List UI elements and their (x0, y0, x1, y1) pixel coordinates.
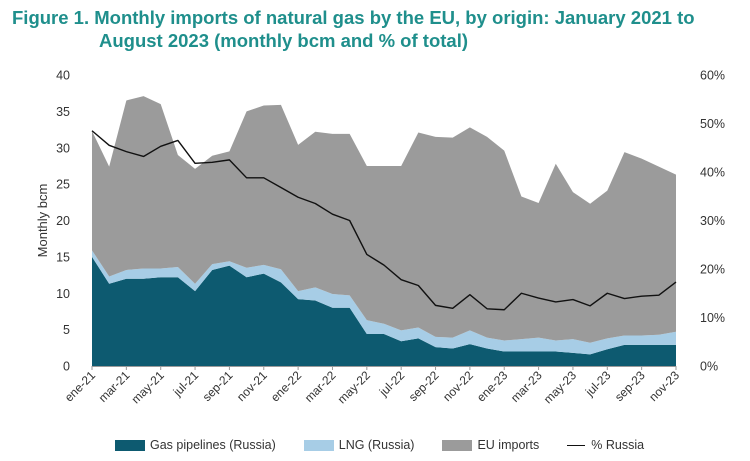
x-tick-label: may-22 (335, 368, 373, 406)
legend-item-pipelines: Gas pipelines (Russia) (115, 438, 276, 452)
legend-item-russia-share: % Russia (567, 438, 644, 452)
chart-legend: Gas pipelines (Russia) LNG (Russia) EU i… (115, 436, 672, 454)
stacked-areas (92, 96, 676, 366)
x-tick-label: mar-22 (302, 368, 339, 405)
y2-tick-label: 50% (700, 117, 725, 131)
y-tick-label: 25 (56, 178, 70, 192)
x-tick-label: jul-23 (582, 368, 614, 400)
area-lng-russia (92, 250, 676, 355)
y-axis-label: Monthly bcm (35, 184, 50, 258)
legend-label-lng: LNG (Russia) (338, 438, 415, 452)
y2-tick-label: 40% (700, 166, 725, 180)
legend-label-pipelines: Gas pipelines (Russia) (150, 438, 276, 452)
x-tick-label: jul-22 (376, 368, 408, 400)
y2-tick-label: 60% (700, 69, 725, 83)
y-tick-label: 15 (56, 250, 70, 264)
chart-title-line-1: Figure 1. Monthly imports of natural gas… (12, 7, 695, 28)
x-tick-label: nov-22 (440, 368, 476, 404)
y-tick-label: 40 (56, 69, 70, 83)
area-chart: 0 5 10 15 20 25 30 35 40 0% 10% 20% 30% 40% 50% 60% Mont… (35, 69, 725, 407)
legend-swatch-eu-imports (442, 439, 473, 451)
x-tick-label: sep-23 (612, 368, 648, 404)
legend-swatch-russia-share (567, 444, 586, 446)
legend-item-lng: LNG (Russia) (303, 438, 415, 452)
chart-title: Figure 1. Monthly imports of natural gas… (12, 6, 744, 52)
russia-share-line-layer (91, 130, 677, 311)
area-gas-pipelines-russia (92, 256, 676, 366)
x-tick-label: mar-23 (508, 368, 545, 405)
x-tick-label: ene-23 (474, 368, 511, 405)
y-tick-label: 10 (56, 287, 70, 301)
legend-label-russia-share: % Russia (591, 438, 645, 452)
y-tick-label: 5 (63, 323, 70, 337)
legend-swatch-lng (303, 439, 334, 451)
legend-item-eu-imports: EU imports (442, 438, 539, 452)
x-tick-label: sep-22 (406, 368, 442, 404)
y2-tick-label: 0% (700, 360, 718, 374)
x-tick-label: jul-21 (170, 368, 202, 400)
x-tick-label: may-21 (129, 368, 167, 406)
y-tick-label: 0 (63, 360, 70, 374)
x-tick-label: sep-21 (200, 368, 236, 404)
x-tick-label: nov-21 (234, 368, 270, 404)
chart-title-line-2: August 2023 (monthly bcm and % of total) (99, 30, 468, 51)
x-tick-label: ene-22 (268, 368, 305, 405)
legend-swatch-pipelines (115, 439, 145, 451)
y-tick-label: 30 (56, 141, 70, 155)
y2-tick-label: 30% (700, 214, 725, 228)
legend-label-eu-imports: EU imports (477, 438, 540, 452)
area-eu-imports (92, 96, 676, 343)
y2-tick-label: 20% (700, 263, 725, 277)
russia-share-line (91, 130, 677, 311)
y-tick-label: 35 (56, 105, 70, 119)
x-tick-label: mar-21 (96, 368, 133, 405)
x-tick-label: nov-23 (646, 368, 682, 404)
y2-tick-label: 10% (700, 311, 725, 325)
x-tick-label: may-23 (541, 368, 579, 406)
y-tick-label: 20 (56, 214, 70, 228)
